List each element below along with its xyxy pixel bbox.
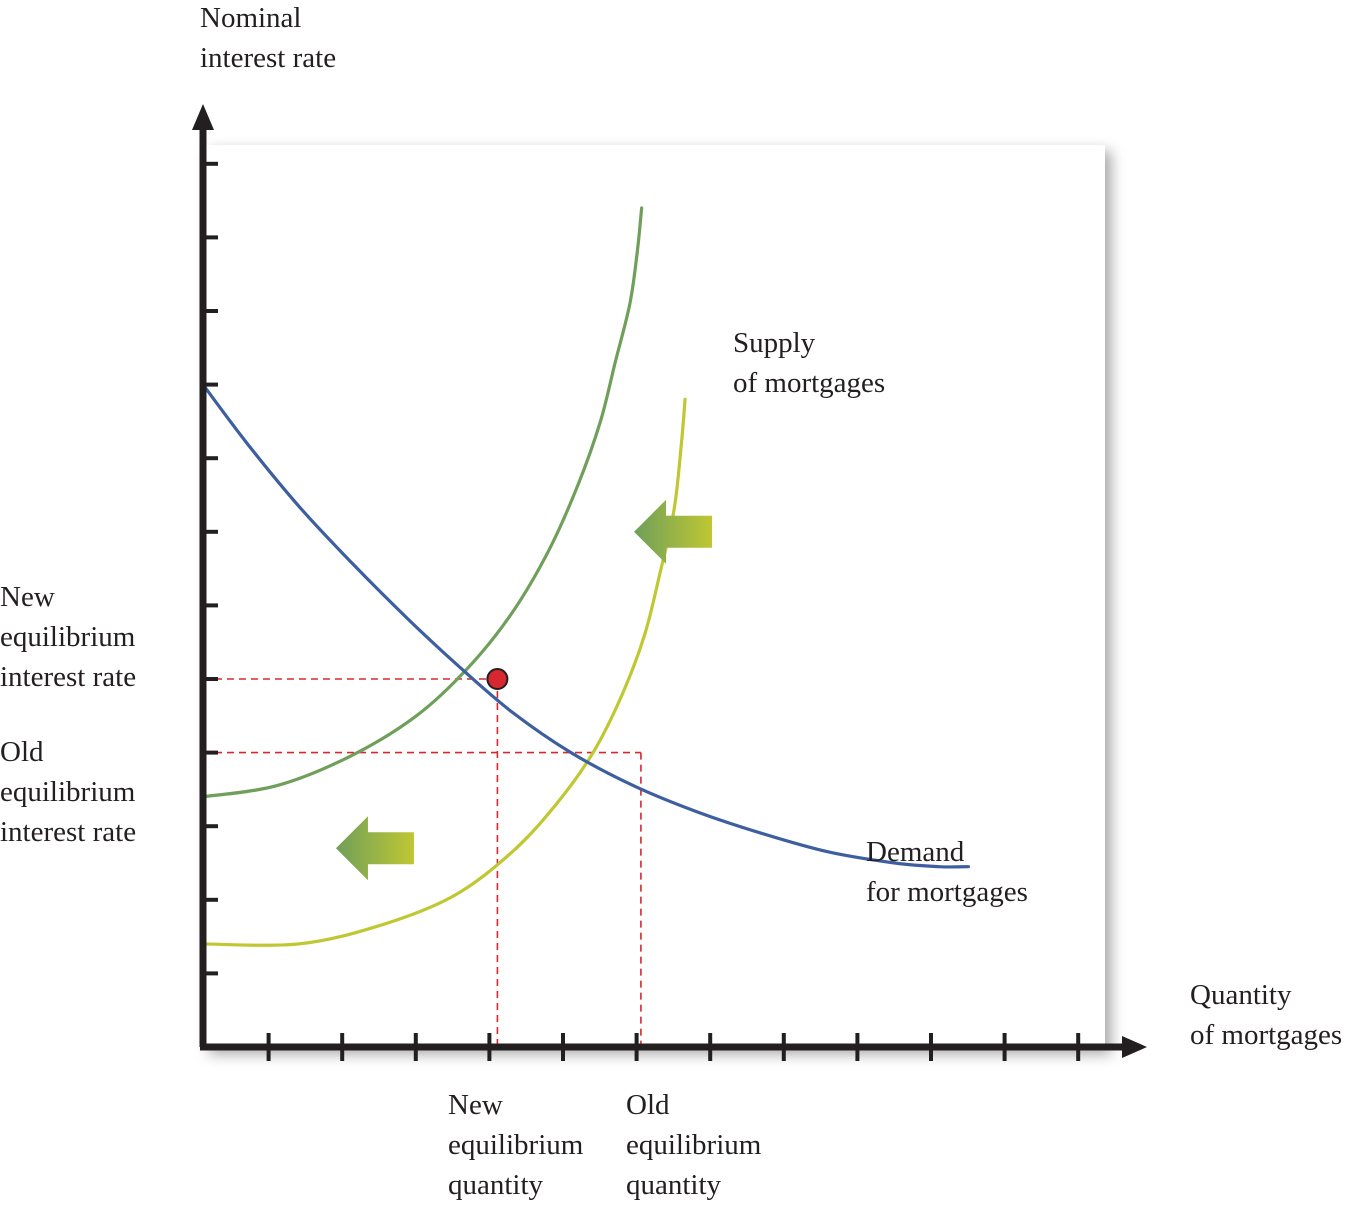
old-supply-curve bbox=[201, 397, 687, 947]
shift-left-arrow-0 bbox=[634, 499, 713, 564]
old-equilibrium-quantity-label: Old equilibrium quantity bbox=[626, 1089, 762, 1201]
y-axis-arrowhead bbox=[192, 104, 214, 130]
x-axis-label: Quantity of mortgages bbox=[1190, 979, 1343, 1051]
y-axis-label: Nominal interest rate bbox=[200, 2, 337, 74]
new-equilibrium-quantity-label: New equilibrium quantity bbox=[448, 1089, 584, 1201]
shift-left-arrow-1 bbox=[335, 816, 414, 881]
new-supply-curve bbox=[201, 206, 644, 799]
new-equilibrium-point bbox=[486, 668, 509, 690]
supply-label: Supply of mortgages bbox=[733, 327, 886, 399]
new-equilibrium-rate-label: New equilibrium interest rate bbox=[0, 581, 137, 693]
x-axis-arrowhead bbox=[1122, 1036, 1147, 1058]
old-equilibrium-rate-label: Old equilibrium interest rate bbox=[0, 736, 137, 848]
demand-label: Demand for mortgages bbox=[866, 836, 1028, 908]
demand-curve bbox=[201, 383, 971, 869]
